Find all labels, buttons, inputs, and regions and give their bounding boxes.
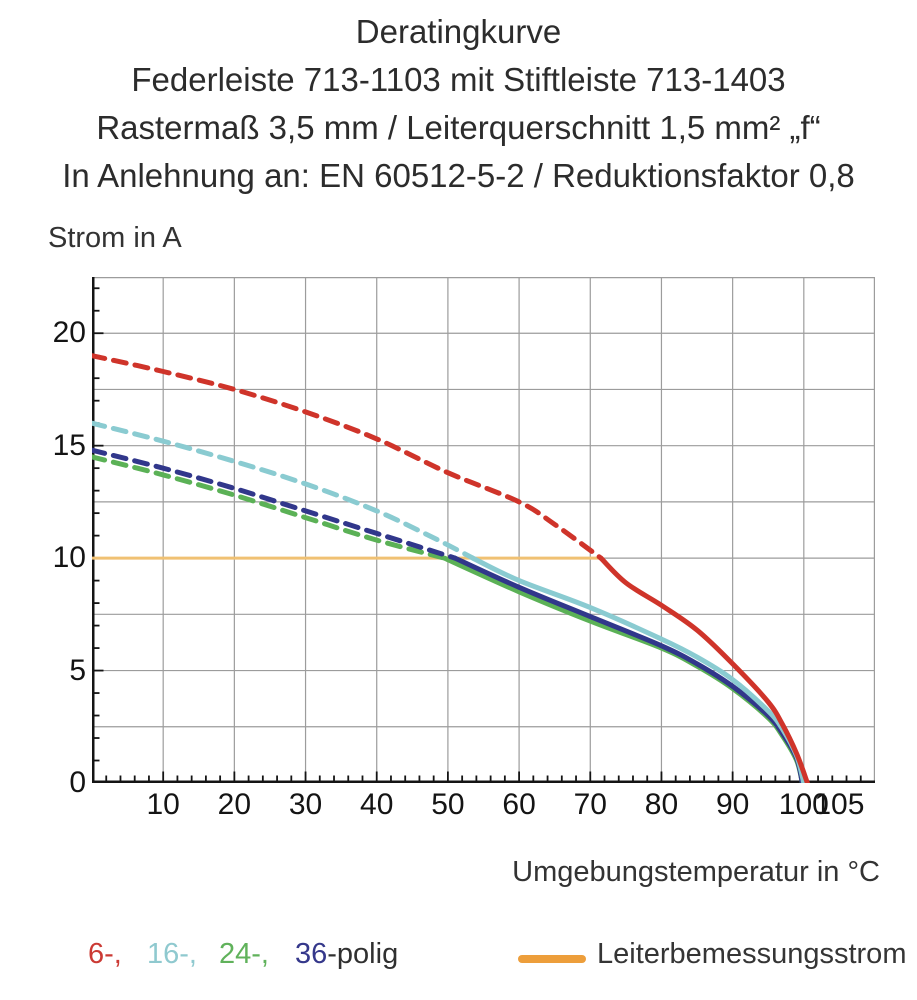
- y-axis-title: Strom in A: [48, 222, 182, 254]
- chart-title: Deratingkurve: [355, 13, 562, 50]
- chart-subtitle-1: Federleiste 713-1103 mit Stiftleiste 713…: [131, 61, 786, 98]
- curve-36-polig-dashed: [92, 447, 458, 561]
- plot-area: [92, 277, 875, 783]
- legend-item-24-polig: 24-,: [219, 938, 269, 970]
- x-axis-title: Umgebungstemperatur in °C: [512, 856, 880, 888]
- rated-current-label: Leiterbemessungsstrom: [597, 938, 907, 970]
- y-tick-label-5: 5: [69, 653, 86, 687]
- x-tick-label-40: 40: [360, 788, 394, 821]
- legend-36-number: 36: [295, 938, 328, 970]
- x-tick-label-90: 90: [715, 788, 750, 821]
- curve-6-polig-solid: [598, 555, 810, 783]
- x-tick-label-80: 80: [644, 788, 679, 821]
- curve-24-polig-dashed: [92, 454, 447, 561]
- chart-title-block: Deratingkurve Federleiste 713-1103 mit S…: [0, 8, 917, 200]
- x-tick-label-60: 60: [502, 788, 536, 821]
- legend-polig-suffix: -polig: [327, 938, 399, 970]
- y-tick-label-15: 15: [52, 428, 86, 462]
- legend-item-6-polig: 6-,: [88, 938, 122, 970]
- x-tick-label-105: 105: [814, 788, 865, 821]
- y-tick-label-20: 20: [52, 316, 86, 350]
- curve-6-polig-dashed: [92, 353, 604, 561]
- curve-16-polig-dashed: [92, 420, 476, 561]
- y-tick-label-0: 0: [69, 766, 86, 799]
- rated-current-swatch: [518, 955, 586, 963]
- x-tick-label-30: 30: [288, 788, 323, 821]
- y-tick-label-10: 10: [52, 541, 86, 575]
- chart-subtitle-3: In Anlehnung an: EN 60512-5-2 / Reduktio…: [62, 157, 855, 194]
- chart-subtitle-2: Rastermaß 3,5 mm / Leiterquerschnitt 1,5…: [96, 109, 821, 146]
- legend-item-36-polig: 36-polig: [295, 938, 398, 971]
- x-tick-label-20: 20: [217, 788, 252, 821]
- legend-item-16-polig: 16-,: [147, 938, 197, 970]
- x-tick-label-100: 100: [778, 788, 829, 821]
- x-tick-label-70: 70: [573, 788, 607, 821]
- x-tick-label-10: 10: [146, 788, 180, 821]
- x-tick-label-50: 50: [431, 788, 465, 821]
